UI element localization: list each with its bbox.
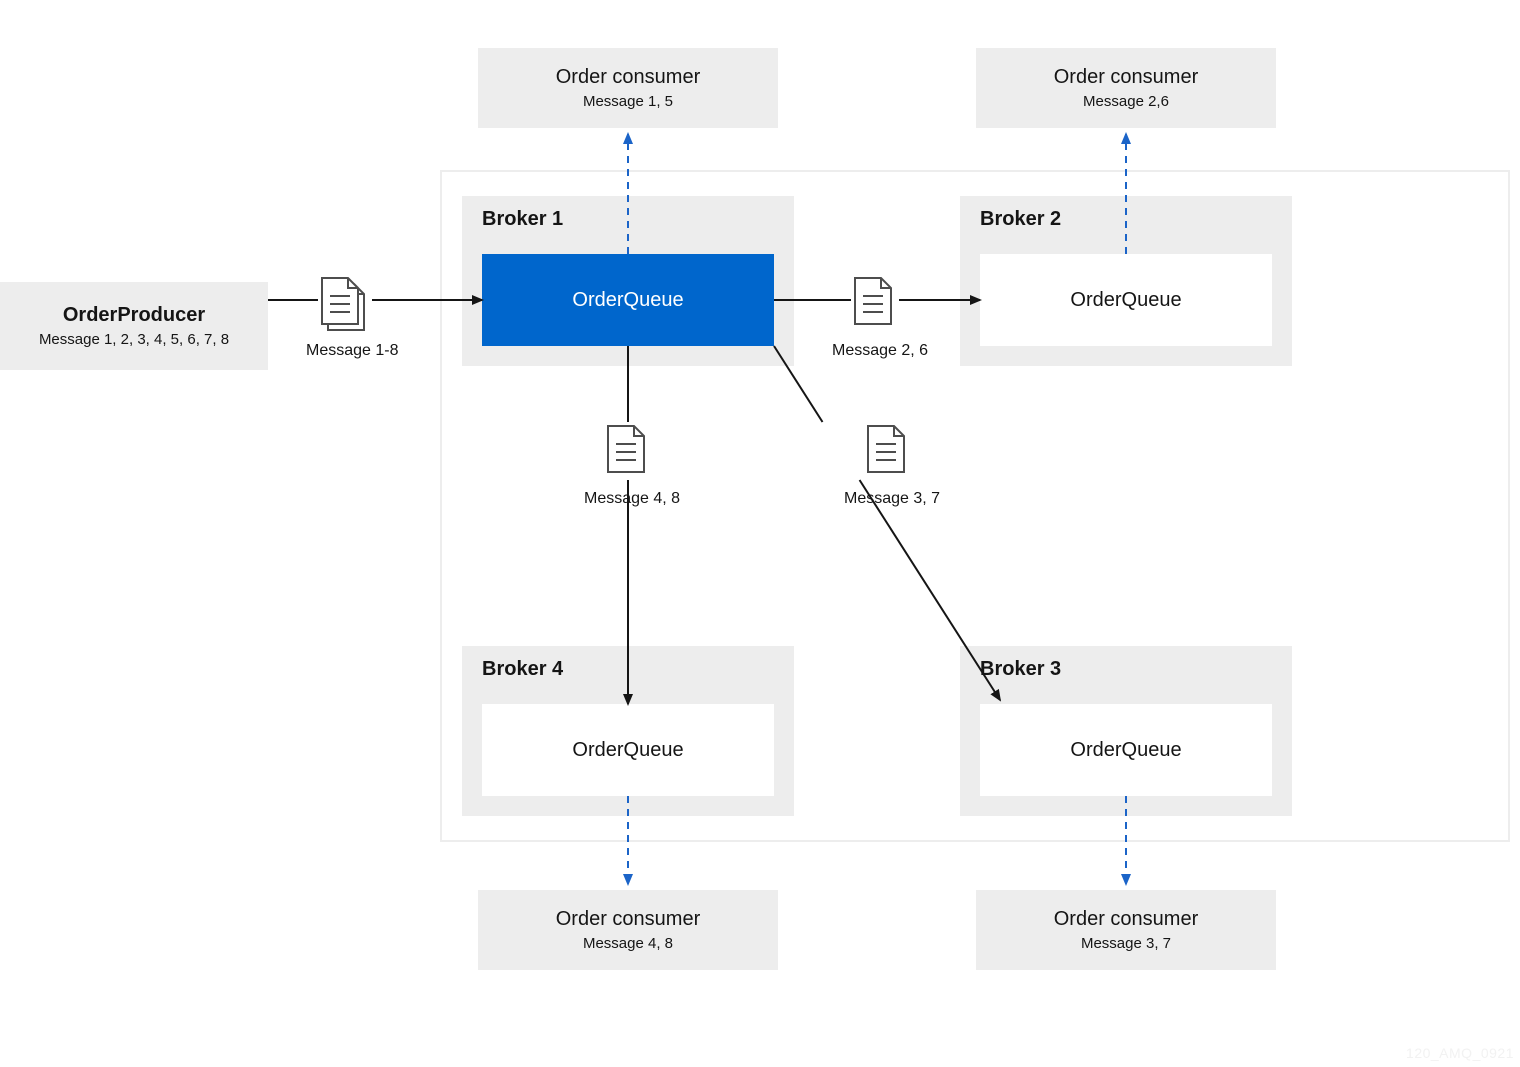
consumer-title: Order consumer <box>556 66 701 89</box>
consumer-title: Order consumer <box>556 908 701 931</box>
producer-title: OrderProducer <box>63 304 205 327</box>
watermark: 120_AMQ_0921 <box>1406 1045 1514 1061</box>
order-queue-1: OrderQueue <box>482 254 774 346</box>
queue-label: OrderQueue <box>1070 289 1181 312</box>
queue-label: OrderQueue <box>1070 739 1181 762</box>
broker-label: Broker 4 <box>482 658 563 681</box>
order-queue-3: OrderQueue <box>980 704 1272 796</box>
consumer-title: Order consumer <box>1054 66 1199 89</box>
edge-label-b2: Message 2, 6 <box>832 342 928 360</box>
edge-label-b3: Message 3, 7 <box>844 490 940 508</box>
consumer-bottom-4: Order consumer Message 4, 8 <box>478 890 778 970</box>
consumer-subtitle: Message 3, 7 <box>1081 935 1171 952</box>
broker-label: Broker 1 <box>482 208 563 231</box>
edge-label-producer: Message 1-8 <box>306 342 399 360</box>
edge-label-b4: Message 4, 8 <box>584 490 680 508</box>
order-producer: OrderProducer Message 1, 2, 3, 4, 5, 6, … <box>0 282 268 370</box>
broker-label: Broker 3 <box>980 658 1061 681</box>
consumer-top-2: Order consumer Message 2,6 <box>976 48 1276 128</box>
broker-label: Broker 2 <box>980 208 1061 231</box>
queue-label: OrderQueue <box>572 739 683 762</box>
consumer-subtitle: Message 1, 5 <box>583 93 673 110</box>
consumer-top-1: Order consumer Message 1, 5 <box>478 48 778 128</box>
order-queue-2: OrderQueue <box>980 254 1272 346</box>
queue-label: OrderQueue <box>572 289 683 312</box>
consumer-title: Order consumer <box>1054 908 1199 931</box>
document-icon <box>322 278 364 330</box>
producer-subtitle: Message 1, 2, 3, 4, 5, 6, 7, 8 <box>39 331 229 348</box>
consumer-bottom-3: Order consumer Message 3, 7 <box>976 890 1276 970</box>
consumer-subtitle: Message 4, 8 <box>583 935 673 952</box>
order-queue-4: OrderQueue <box>482 704 774 796</box>
consumer-subtitle: Message 2,6 <box>1083 93 1169 110</box>
